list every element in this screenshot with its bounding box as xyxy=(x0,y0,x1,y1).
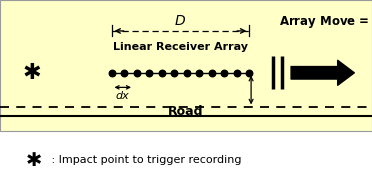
Point xyxy=(159,71,165,74)
Point xyxy=(171,71,177,74)
Text: ✱: ✱ xyxy=(25,151,42,170)
Text: Road: Road xyxy=(168,105,204,118)
FancyArrowPatch shape xyxy=(291,60,355,85)
Point xyxy=(121,71,127,74)
Text: Array Move = $\bfit{n}$ * $\bfit{dx}$: Array Move = $\bfit{n}$ * $\bfit{dx}$ xyxy=(279,13,372,30)
Text: : Impact point to trigger recording: : Impact point to trigger recording xyxy=(48,155,242,165)
Text: Linear Receiver Array: Linear Receiver Array xyxy=(113,42,248,52)
Point xyxy=(234,71,240,74)
Text: dx: dx xyxy=(116,92,129,101)
Point xyxy=(109,71,115,74)
Point xyxy=(184,71,190,74)
Text: ✱: ✱ xyxy=(22,63,41,83)
Point xyxy=(196,71,202,74)
Point xyxy=(246,71,252,74)
Point xyxy=(221,71,227,74)
Point xyxy=(146,71,152,74)
FancyBboxPatch shape xyxy=(0,0,372,131)
Point xyxy=(209,71,215,74)
Text: D: D xyxy=(175,14,186,28)
Point xyxy=(134,71,140,74)
